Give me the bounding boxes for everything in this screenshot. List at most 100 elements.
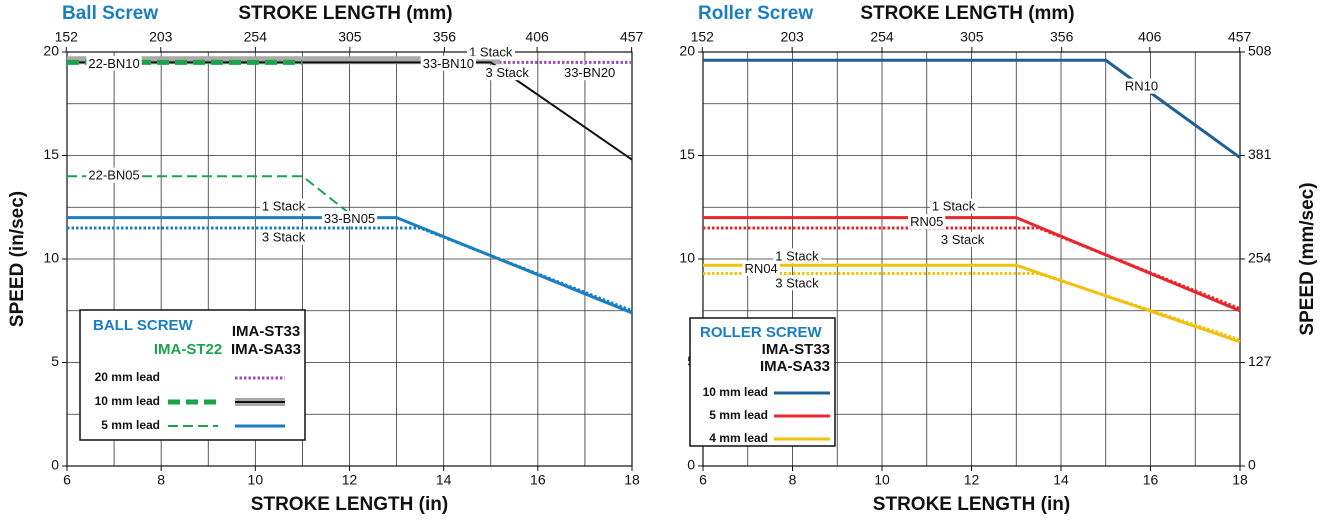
y-tick-label: 15 xyxy=(43,146,59,162)
x-tick-label: 18 xyxy=(1232,472,1248,488)
annotation: RN10 xyxy=(1125,79,1158,94)
x-tick-label: 6 xyxy=(63,472,71,488)
legend-group: IMA-SA33 xyxy=(231,341,301,358)
annotation: 3 Stack xyxy=(941,232,985,247)
legend-group: IMA-ST33 xyxy=(232,323,300,340)
legend-group: IMA-ST22 xyxy=(154,341,222,358)
panel-title: Roller Screw xyxy=(698,3,813,24)
legend-label: 4 mm lead xyxy=(709,431,768,445)
x-tick-label: 14 xyxy=(1053,472,1069,488)
x-tick-label: 14 xyxy=(436,472,452,488)
annotation-bg xyxy=(259,198,308,214)
x2-tick-label: 356 xyxy=(1050,29,1074,45)
legend-group: IMA-ST33 xyxy=(762,341,830,358)
annotation-bg xyxy=(420,55,477,71)
annotation: RN05 xyxy=(910,214,943,229)
x-tick-label: 6 xyxy=(699,472,707,488)
series-line xyxy=(67,61,633,161)
annotation-bg xyxy=(773,248,822,264)
legend-title: ROLLER SCREW xyxy=(700,324,823,341)
annotation-bg xyxy=(908,214,946,230)
annotation-bg xyxy=(86,55,142,71)
y-tick-label: 10 xyxy=(43,250,59,266)
annotation-bg xyxy=(1122,78,1161,94)
annotation-bg xyxy=(259,229,308,245)
panel: 6810121416181522032543053564064570510152… xyxy=(679,3,1318,515)
y2-tick-label: 508 xyxy=(1248,43,1272,59)
annotation-bg xyxy=(467,44,515,60)
x2-tick-label: 203 xyxy=(780,29,804,45)
y2-tick-label: 254 xyxy=(1248,250,1272,266)
y-axis-title: SPEED (in/sec) xyxy=(7,191,28,327)
annotation-bg xyxy=(561,65,618,81)
y2-tick-label: 381 xyxy=(1248,146,1272,162)
series-line xyxy=(703,58,1241,159)
annotation: 1 Stack xyxy=(932,199,976,214)
x-tick-label: 12 xyxy=(964,472,980,488)
x2-tick-label: 406 xyxy=(525,29,549,45)
legend-group: IMA-SA33 xyxy=(760,358,830,375)
annotation: 3 Stack xyxy=(486,65,530,80)
annotation-bg xyxy=(86,167,142,183)
x2-tick-label: 152 xyxy=(691,29,715,45)
x2-tick-label: 305 xyxy=(960,29,984,45)
annotation-bg xyxy=(483,65,532,81)
y-tick-label: 15 xyxy=(679,146,695,162)
y-tick-label: 0 xyxy=(687,457,695,473)
series-line xyxy=(67,226,633,313)
x2-tick-label: 406 xyxy=(1138,29,1162,45)
panel-title: Ball Screw xyxy=(62,3,158,24)
y-tick-label: 5 xyxy=(51,353,59,369)
legend-label: 20 mm lead xyxy=(95,370,160,384)
x2-tick-label: 203 xyxy=(149,29,173,45)
annotation-bg xyxy=(742,260,780,276)
annotation-bg xyxy=(938,231,987,247)
annotation: RN04 xyxy=(745,261,778,276)
annotation: 33-BN20 xyxy=(564,65,615,80)
y2-axis-title: SPEED (mm/sec) xyxy=(1297,182,1318,335)
legend-box xyxy=(689,317,836,447)
x-tick-label: 10 xyxy=(248,472,264,488)
legend-box xyxy=(79,309,306,441)
legend-label: 5 mm lead xyxy=(709,408,768,422)
x2-tick-label: 457 xyxy=(1228,29,1252,45)
x-tick-label: 8 xyxy=(789,472,797,488)
annotation: 33-BN05 xyxy=(324,211,375,226)
x-tick-label: 16 xyxy=(530,472,546,488)
x2-tick-label: 254 xyxy=(870,29,894,45)
annotation: 22-BN05 xyxy=(88,168,139,183)
annotation: 1 Stack xyxy=(775,248,819,263)
x-tick-label: 8 xyxy=(157,472,165,488)
annotation: 3 Stack xyxy=(262,230,306,245)
x2-tick-label: 305 xyxy=(338,29,362,45)
plot-frame xyxy=(66,51,633,467)
x2-axis-title: STROKE LENGTH (mm) xyxy=(860,3,1074,24)
x-tick-label: 12 xyxy=(342,472,358,488)
x-axis-title: STROKE LENGTH (in) xyxy=(873,494,1070,515)
y-tick-label: 20 xyxy=(43,43,59,59)
x-axis-title: STROKE LENGTH (in) xyxy=(251,494,448,515)
legend-label: 10 mm lead xyxy=(95,394,160,408)
x2-tick-label: 254 xyxy=(244,29,268,45)
y-tick-label: 0 xyxy=(51,457,59,473)
annotation: 22-BN10 xyxy=(88,56,139,71)
series-line xyxy=(67,175,351,215)
legend-label: 10 mm lead xyxy=(703,385,768,399)
legend-label: 5 mm lead xyxy=(101,418,160,432)
x-tick-label: 18 xyxy=(624,472,640,488)
y2-tick-label: 0 xyxy=(1248,457,1256,473)
x-tick-label: 10 xyxy=(874,472,890,488)
annotation: 3 Stack xyxy=(775,275,819,290)
y-tick-label: 10 xyxy=(679,250,695,266)
legend-title: BALL SCREW xyxy=(93,317,194,334)
annotation: 1 Stack xyxy=(262,199,306,214)
annotation-bg xyxy=(929,198,978,214)
annotation-bg xyxy=(773,275,822,291)
x-tick-label: 16 xyxy=(1143,472,1159,488)
x2-tick-label: 356 xyxy=(433,29,457,45)
y-tick-label: 20 xyxy=(679,43,695,59)
x2-tick-label: 457 xyxy=(620,29,644,45)
y2-tick-label: 127 xyxy=(1248,353,1272,369)
